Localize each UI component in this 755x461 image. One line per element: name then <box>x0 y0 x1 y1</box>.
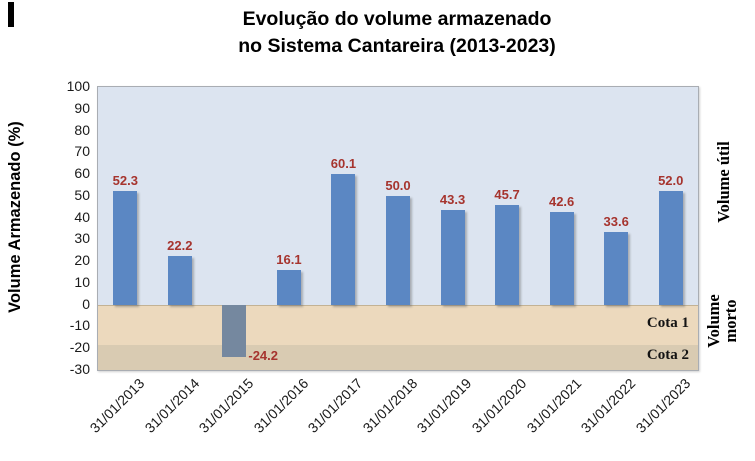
bar-31/01/2015 <box>222 304 247 358</box>
cursor-artifact <box>8 2 14 27</box>
bar-value-label: 52.3 <box>112 172 138 188</box>
chart-title-line2: no Sistema Cantareira (2013-2023) <box>238 35 556 57</box>
bar-value-label: 52.0 <box>658 173 684 189</box>
bar-31/01/2016 <box>276 269 301 305</box>
x-tick-label: 31/01/2019 <box>413 375 475 436</box>
y-tick-label: 20 <box>74 252 90 269</box>
plot-area: Cota 1 Cota 2 52.3 22.2 -24.2 16.1 60.1 50.0 43.… <box>97 86 699 371</box>
band-cota-2 <box>98 344 698 370</box>
bar-31/01/2022 <box>604 231 629 305</box>
y-tick-label: 60 <box>74 165 90 182</box>
y-tick-label: 100 <box>66 78 90 94</box>
bar-31/01/2013 <box>113 190 138 305</box>
chart-title: Evolução do volume armazenado no Sistema… <box>97 6 697 60</box>
band-label-cota-2: Cota 2 <box>646 347 689 364</box>
bar-31/01/2019 <box>440 210 465 305</box>
bar-value-label: 33.6 <box>603 213 629 229</box>
volume-morto-line2: morto <box>721 299 740 343</box>
bar-31/01/2017 <box>331 173 356 305</box>
bar-31/01/2018 <box>386 195 410 305</box>
volume-morto-line1: Volume <box>704 294 723 348</box>
y-tick-label: 70 <box>74 143 90 160</box>
volume-morto-label: Volume morto <box>704 281 740 361</box>
x-tick-label: 31/01/2013 <box>86 375 148 436</box>
y-tick-label: -10 <box>69 317 90 334</box>
x-tick-label: 31/01/2018 <box>359 375 421 436</box>
band-label-cota-1: Cota 1 <box>646 314 689 331</box>
x-tick-label: 31/01/2022 <box>577 375 639 436</box>
x-tick-label: 31/01/2014 <box>141 375 203 436</box>
x-tick-label: 31/01/2021 <box>523 375 584 436</box>
y-tick-label: -30 <box>69 361 90 377</box>
bar-31/01/2021 <box>549 211 574 305</box>
chart-title-line1: Evolução do volume armazenado <box>242 8 552 30</box>
band-cota-1 <box>98 304 698 345</box>
bar-31/01/2014 <box>167 256 192 305</box>
y-tick-label: 40 <box>74 208 90 225</box>
bar-value-label: 22.2 <box>167 238 193 254</box>
bar-31/01/2020 <box>495 205 520 305</box>
bar-value-label: 50.0 <box>385 177 411 193</box>
bar-value-label: 16.1 <box>276 251 302 267</box>
y-tick-label: 10 <box>74 273 90 290</box>
volume-util-label: Volume útil <box>714 141 733 223</box>
y-tick-label: 90 <box>74 99 90 116</box>
y-tick-label: 50 <box>74 186 90 203</box>
x-tick-label: 31/01/2015 <box>195 375 257 436</box>
y-tick-label: -20 <box>69 339 90 356</box>
bar-value-label: 43.3 <box>439 192 466 208</box>
bar-value-label: 60.1 <box>330 155 357 171</box>
bar-31/01/2023 <box>658 191 683 305</box>
x-tick-label: 31/01/2016 <box>250 375 312 436</box>
x-tick-label: 31/01/2017 <box>304 375 366 436</box>
bar-value-label: 45.7 <box>494 187 520 203</box>
y-tick-label: 80 <box>74 121 90 138</box>
x-tick-label: 31/01/2023 <box>632 375 694 436</box>
bar-value-label: -24.2 <box>248 348 278 364</box>
y-tick-label: 0 <box>82 295 90 312</box>
bar-value-label: 42.6 <box>548 193 575 209</box>
y-tick-label: 30 <box>74 230 90 247</box>
y-axis-title: Volume Armazenado (%) <box>6 121 24 313</box>
x-tick-label: 31/01/2020 <box>468 375 530 436</box>
